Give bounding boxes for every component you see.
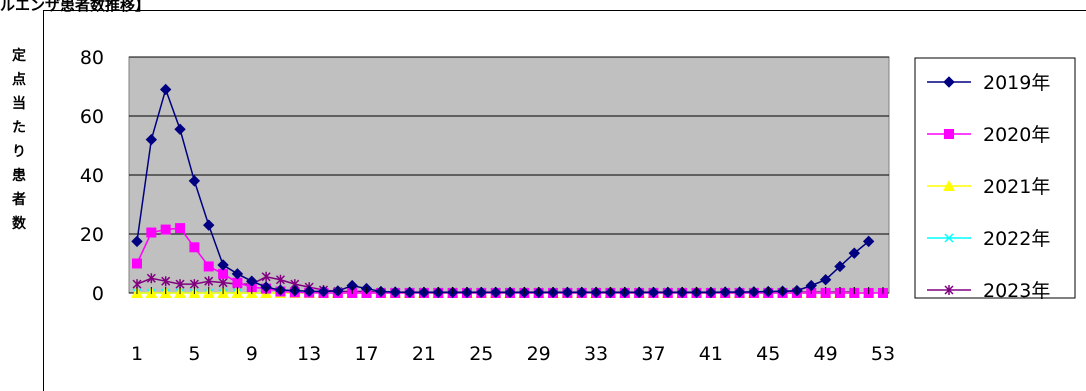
y-axis-label-char: 者: [12, 192, 26, 208]
data-point: [132, 258, 142, 269]
x-tick-label: 21: [412, 343, 436, 365]
data-point: [862, 235, 875, 248]
x-tick-label: 37: [641, 343, 665, 365]
data-point: [848, 247, 861, 259]
data-point: [189, 242, 200, 253]
data-point: [218, 268, 229, 279]
series-line: [136, 87, 870, 294]
data-point: [275, 274, 285, 285]
chart-frame: [43, 10, 1086, 391]
x-tick-label: 49: [814, 343, 838, 365]
legend-label: 2020年: [983, 124, 1050, 146]
data-point: [218, 277, 228, 288]
x-tick-label: 17: [354, 343, 378, 365]
axes: 0 20 40 60 80 1 5 9 13 17 21 25 29 33 37 41 45 49 53: [80, 47, 895, 365]
x-tick-label: 5: [188, 343, 200, 365]
data-point: [217, 259, 229, 271]
legend-label: 2021年: [983, 176, 1050, 198]
x-tick-label: 29: [527, 343, 551, 365]
y-tick-label: 80: [80, 47, 104, 69]
legend-label: 2019年: [983, 72, 1050, 94]
x-tick-label: 45: [756, 343, 780, 365]
y-axis-label-char: 点: [12, 72, 26, 88]
data-point: [819, 274, 832, 286]
y-tick-label: 20: [80, 224, 104, 246]
data-point: [145, 133, 158, 146]
legend-box: [914, 57, 1076, 299]
y-axis-label-char: り: [12, 144, 26, 160]
data-point: [261, 271, 271, 282]
x-tick-label: 1: [131, 343, 143, 365]
legend-label: 2022年: [983, 228, 1050, 250]
series-1: [131, 83, 875, 299]
y-axis-label-char: 当: [12, 96, 26, 112]
x-tick-label: 25: [469, 343, 493, 365]
y-axis-label-char: 定: [12, 48, 26, 64]
y-tick-label: 40: [80, 165, 104, 187]
data-point: [203, 219, 215, 231]
data-point: [943, 180, 955, 191]
data-point: [161, 276, 171, 287]
data-point: [174, 123, 186, 135]
y-axis-label-char: た: [12, 120, 26, 136]
x-tick-label: 33: [584, 343, 608, 365]
data-point: [231, 268, 244, 280]
data-point: [146, 227, 157, 238]
data-point: [188, 175, 201, 187]
y-axis-label-char: 患: [12, 168, 26, 184]
y-tick-label: 0: [92, 283, 104, 305]
x-tick-label: 13: [297, 343, 321, 365]
data-point: [834, 260, 846, 273]
y-tick-label: 60: [80, 106, 104, 128]
data-point: [943, 76, 955, 88]
data-point: [944, 285, 954, 295]
data-point: [204, 276, 214, 287]
data-point: [944, 129, 954, 139]
legend-label: 2023年: [983, 280, 1050, 302]
data-point: [131, 235, 143, 248]
x-tick-label: 53: [871, 343, 895, 365]
data-point: [146, 273, 156, 284]
x-tick-label: 41: [699, 343, 723, 365]
y-axis-label-char: 数: [12, 216, 26, 232]
y-axis-label: 定点当たり患者数: [9, 44, 29, 236]
data-point: [175, 223, 186, 234]
data-point: [160, 224, 171, 235]
legend: 2019年 2020年 2021年 2022年 2023年: [914, 57, 1076, 302]
data-point: [246, 275, 258, 287]
data-point: [203, 261, 214, 272]
x-tick-label: 9: [246, 343, 258, 365]
data-point: [944, 233, 954, 243]
data-point: [159, 83, 172, 96]
data-point: [232, 277, 243, 288]
